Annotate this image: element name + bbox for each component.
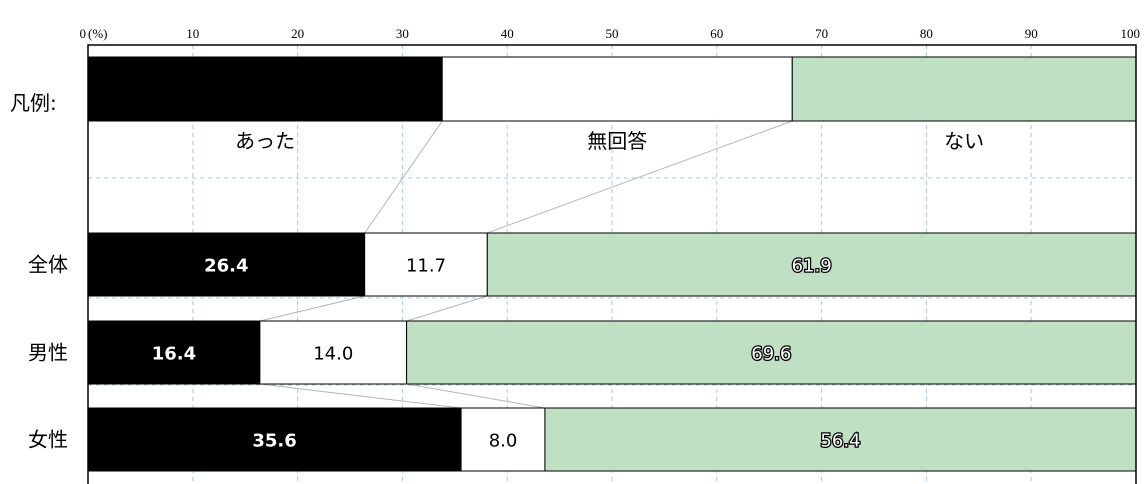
tick-label: 30 <box>396 26 409 41</box>
tick-unit-label: (%) <box>88 26 108 41</box>
data-label: 26.4 <box>204 256 248 277</box>
tick-label-zero: 0 <box>80 26 87 41</box>
bar-segment <box>486 232 1137 297</box>
connector-line <box>364 120 443 234</box>
data-label: 8.0 <box>489 431 518 452</box>
bar-segment <box>406 320 1137 385</box>
legend-swatch <box>87 56 443 122</box>
x-axis-ticks: 0 (%) 10 20 30 40 50 60 70 80 90 100 <box>80 26 1141 41</box>
data-label: 11.7 <box>406 256 446 277</box>
data-label: 16.4 <box>152 344 196 365</box>
tick-label: 10 <box>186 26 199 41</box>
legend-label: あった <box>235 129 295 153</box>
connector-line <box>406 295 488 322</box>
row-label: 全体 <box>28 253 68 277</box>
row-label: 女性 <box>28 428 68 452</box>
bar-segment <box>87 407 462 472</box>
bar-segment <box>259 320 408 385</box>
data-label: 56.4 <box>820 431 860 452</box>
tick-label: 50 <box>606 26 619 41</box>
tick-label: 100 <box>1121 26 1141 41</box>
tick-label: 70 <box>815 26 828 41</box>
connector-line <box>259 295 365 322</box>
legend-label: 無回答 <box>587 129 647 153</box>
data-label: 69.6 <box>751 344 791 365</box>
tick-label: 40 <box>501 26 514 41</box>
connector-line <box>259 383 462 409</box>
plot-frame <box>87 44 1137 484</box>
connector-line <box>487 120 793 234</box>
tick-label: 80 <box>920 26 933 41</box>
legend-swatch <box>441 56 793 122</box>
data-label: 35.6 <box>252 431 296 452</box>
legend-prefix: 凡例: <box>10 91 57 115</box>
legend-label: ない <box>944 129 984 153</box>
data-label: 61.9 <box>792 256 832 277</box>
data-label: 14.0 <box>313 344 353 365</box>
tick-label: 20 <box>291 26 304 41</box>
bar-segment <box>460 407 546 472</box>
legend-swatch <box>791 56 1137 122</box>
tick-label: 90 <box>1025 26 1038 41</box>
connector-line <box>406 383 546 409</box>
connector-lines <box>259 120 793 409</box>
bar-segment <box>544 407 1137 472</box>
row-label: 男性 <box>28 341 68 365</box>
bars: 全体 26.4 11.7 61.9 男性 16.4 14.0 69.6 女性 35.6 8.0 56.… <box>28 232 1137 472</box>
legend: 凡例: あった 無回答 ない <box>10 56 1137 153</box>
tick-label: 60 <box>710 26 723 41</box>
